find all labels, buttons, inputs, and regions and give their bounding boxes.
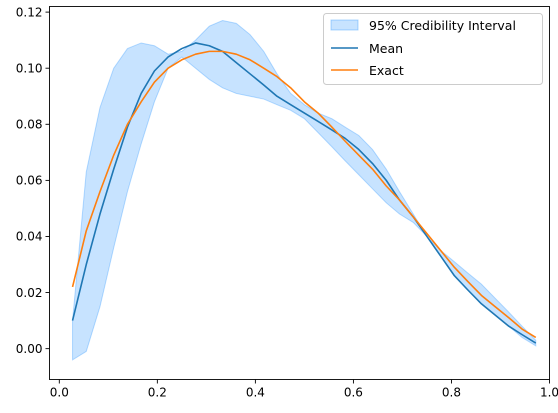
x-axis: 0.0 0.2 0.4 0.6 0.8 1.0 [50,379,558,400]
y-axis: 0.00 0.02 0.04 0.06 0.08 0.10 0.12 [16,5,50,356]
y-tick-label: 0.06 [16,174,43,188]
x-tick-label: 0.0 [50,386,69,400]
x-tick-label: 0.6 [344,386,363,400]
credibility-band [72,19,537,361]
y-tick-label: 0.12 [16,5,43,19]
legend-swatch-band [330,19,359,31]
series-line-mean [71,42,537,344]
legend-label-exact: Exact [369,63,404,78]
x-tick-label: 1.0 [540,386,558,400]
y-tick-label: 0.08 [16,117,43,131]
y-tick-label: 0.00 [16,342,43,356]
legend: 95% Credibility Interval Mean Exact [323,13,543,85]
x-tick-label: 0.8 [442,386,461,400]
x-tick-label: 0.2 [148,386,167,400]
series-line-exact [71,50,537,339]
x-tick-label: 0.4 [246,386,265,400]
plot-area [71,19,537,361]
legend-box [323,13,543,85]
y-tick-label: 0.10 [16,61,43,75]
y-tick-label: 0.02 [16,286,43,300]
legend-label-band: 95% Credibility Interval [369,18,516,33]
axes-frame [49,6,550,380]
legend-label-mean: Mean [369,41,403,56]
y-tick-label: 0.04 [16,230,43,244]
